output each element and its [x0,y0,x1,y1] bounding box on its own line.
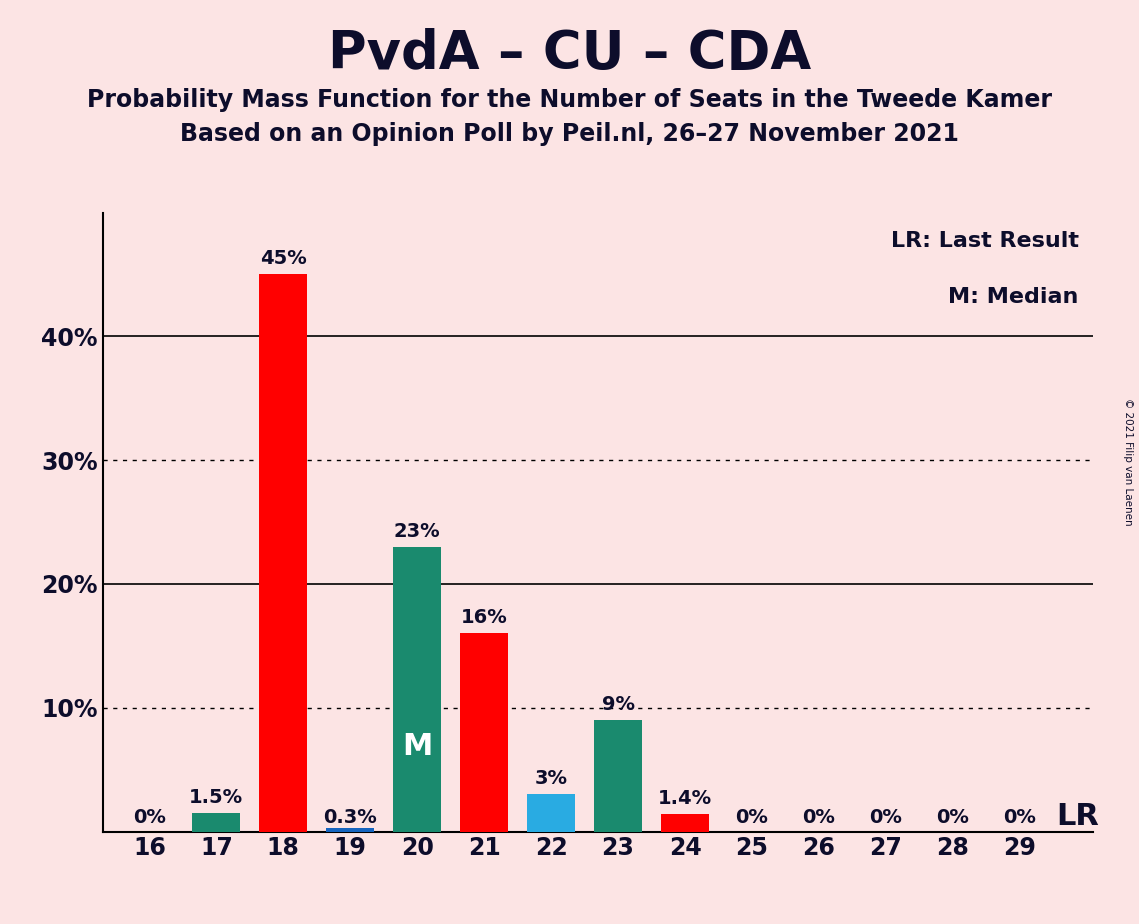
Text: PvdA – CU – CDA: PvdA – CU – CDA [328,28,811,79]
Text: 0%: 0% [1003,808,1036,827]
Text: LR: Last Result: LR: Last Result [891,231,1079,251]
Text: 0%: 0% [803,808,835,827]
Text: 0%: 0% [736,808,769,827]
Bar [460,634,508,832]
Text: 0.3%: 0.3% [323,808,377,827]
Text: Probability Mass Function for the Number of Seats in the Tweede Kamer: Probability Mass Function for the Number… [87,88,1052,112]
Text: 16%: 16% [461,608,508,627]
Text: LR: LR [1057,802,1099,832]
Text: 0%: 0% [936,808,969,827]
Bar [260,274,308,832]
Bar [661,814,710,832]
Text: © 2021 Filip van Laenen: © 2021 Filip van Laenen [1123,398,1133,526]
Text: 9%: 9% [601,695,634,714]
Text: 23%: 23% [394,522,441,541]
Text: 0%: 0% [869,808,902,827]
Text: 45%: 45% [260,249,306,268]
Text: M: M [402,732,433,760]
Bar [192,813,240,832]
Text: M: Median: M: Median [948,286,1079,307]
Text: Based on an Opinion Poll by Peil.nl, 26–27 November 2021: Based on an Opinion Poll by Peil.nl, 26–… [180,122,959,146]
Text: 0%: 0% [133,808,166,827]
Text: 1.5%: 1.5% [189,788,244,807]
Text: 3%: 3% [534,770,567,788]
Bar [527,795,575,832]
Bar [393,547,441,832]
Text: 1.4%: 1.4% [658,789,712,808]
Bar [326,828,375,832]
Bar [593,720,642,832]
